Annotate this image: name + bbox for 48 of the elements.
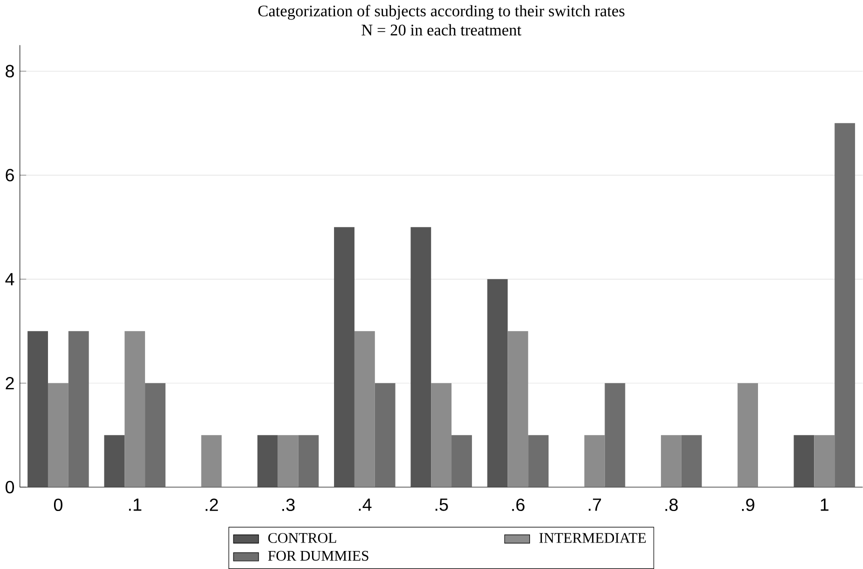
bar bbox=[201, 435, 222, 488]
x-tick-label: 1 bbox=[820, 498, 828, 511]
bar bbox=[660, 435, 682, 488]
x-tick-label: .1 bbox=[129, 498, 142, 511]
bar bbox=[738, 383, 758, 488]
x-tick-label: .3 bbox=[282, 498, 295, 512]
bar bbox=[508, 331, 528, 488]
legend-label: FOR DUMMIES bbox=[268, 550, 368, 561]
bar bbox=[374, 383, 396, 488]
bar bbox=[528, 435, 549, 488]
bar bbox=[584, 435, 605, 488]
bar bbox=[814, 435, 835, 488]
legend-label: INTERMEDIATE bbox=[539, 533, 646, 543]
bar bbox=[145, 383, 166, 488]
chart-subtitle: N = 20 in each treatment bbox=[362, 24, 522, 36]
bar bbox=[48, 383, 68, 488]
y-tick-label: 0 bbox=[6, 480, 14, 494]
y-tick-label: 2 bbox=[6, 377, 14, 390]
bar bbox=[794, 435, 814, 488]
chart-title: Categorization of subjects according to their switch rates bbox=[258, 4, 624, 20]
bar bbox=[334, 227, 354, 488]
y-tick-label: 4 bbox=[5, 273, 14, 286]
bar bbox=[834, 123, 856, 488]
x-tick-label: .7 bbox=[588, 498, 602, 511]
bar bbox=[278, 435, 298, 488]
x-tick-label: .4 bbox=[358, 498, 372, 511]
bar bbox=[604, 383, 626, 488]
bar bbox=[257, 435, 278, 488]
x-tick-label: .8 bbox=[665, 498, 678, 512]
x-tick-label: .6 bbox=[512, 498, 524, 512]
bar bbox=[681, 435, 702, 488]
bar bbox=[68, 331, 89, 488]
x-tick-label: .2 bbox=[206, 498, 218, 511]
bar bbox=[124, 331, 146, 488]
bar bbox=[410, 227, 432, 488]
y-tick-label: 8 bbox=[6, 64, 14, 78]
legend-label: CONTROL bbox=[268, 533, 336, 543]
bar bbox=[354, 331, 375, 488]
bar bbox=[298, 435, 319, 488]
bar bbox=[452, 435, 472, 488]
bar bbox=[487, 279, 508, 488]
bar bbox=[431, 383, 452, 488]
y-tick-label: 6 bbox=[6, 168, 14, 182]
x-tick-label: .9 bbox=[742, 498, 754, 512]
bar bbox=[28, 331, 48, 488]
bar bbox=[104, 435, 125, 488]
x-tick-label: 0 bbox=[54, 498, 62, 512]
x-tick-label: .5 bbox=[436, 498, 448, 511]
